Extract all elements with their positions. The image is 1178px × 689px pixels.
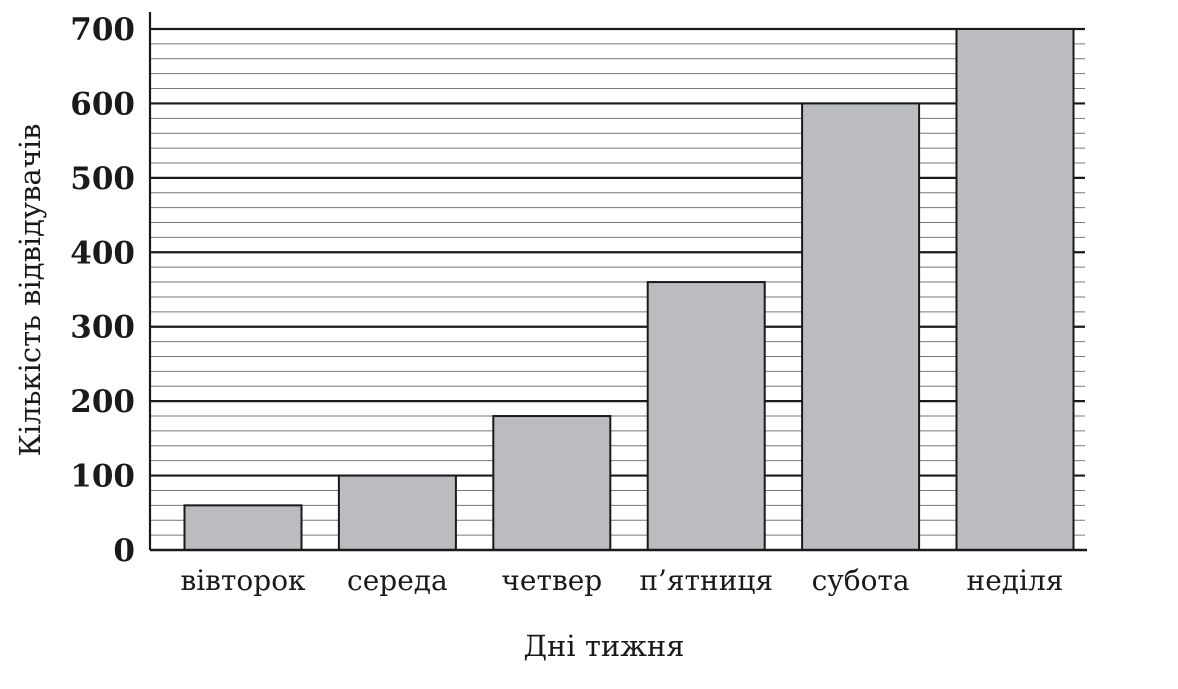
y-tick-label: 600 bbox=[70, 86, 135, 122]
y-tick-label: 100 bbox=[70, 459, 135, 495]
x-tick-label: четвер bbox=[501, 564, 602, 597]
axes bbox=[148, 12, 1087, 552]
y-tick-label: 700 bbox=[70, 12, 135, 48]
x-tick-label: середа bbox=[347, 564, 448, 597]
minor-grid-lines bbox=[150, 43, 1085, 536]
x-axis-title: Дні тижня bbox=[523, 629, 684, 663]
y-tick-label: 500 bbox=[70, 161, 135, 197]
x-tick-label: вівторок bbox=[180, 564, 306, 597]
bar-4 bbox=[801, 102, 921, 552]
x-tick-labels: вівторок середа четвер п’ятниця субота неділя bbox=[180, 564, 1063, 597]
y-tick-label: 200 bbox=[70, 384, 135, 420]
bar-1 bbox=[337, 474, 457, 552]
bar-2 bbox=[492, 415, 612, 551]
bars bbox=[183, 28, 1075, 552]
y-tick-label: 400 bbox=[70, 235, 135, 271]
x-tick-label: неділя bbox=[967, 564, 1064, 597]
bar-5 bbox=[955, 28, 1075, 551]
major-grid-lines bbox=[150, 27, 1085, 477]
x-tick-label: п’ятниця bbox=[639, 564, 773, 597]
y-tick-labels: 0 100 200 300 400 500 600 700 bbox=[70, 12, 135, 569]
y-axis-title: Кількість відвідувачів bbox=[13, 124, 47, 457]
x-tick-label: субота bbox=[812, 564, 910, 597]
bar-3 bbox=[646, 281, 766, 551]
bar-0 bbox=[183, 504, 303, 552]
y-tick-label: 300 bbox=[70, 310, 135, 346]
y-tick-label: 0 bbox=[113, 533, 135, 569]
